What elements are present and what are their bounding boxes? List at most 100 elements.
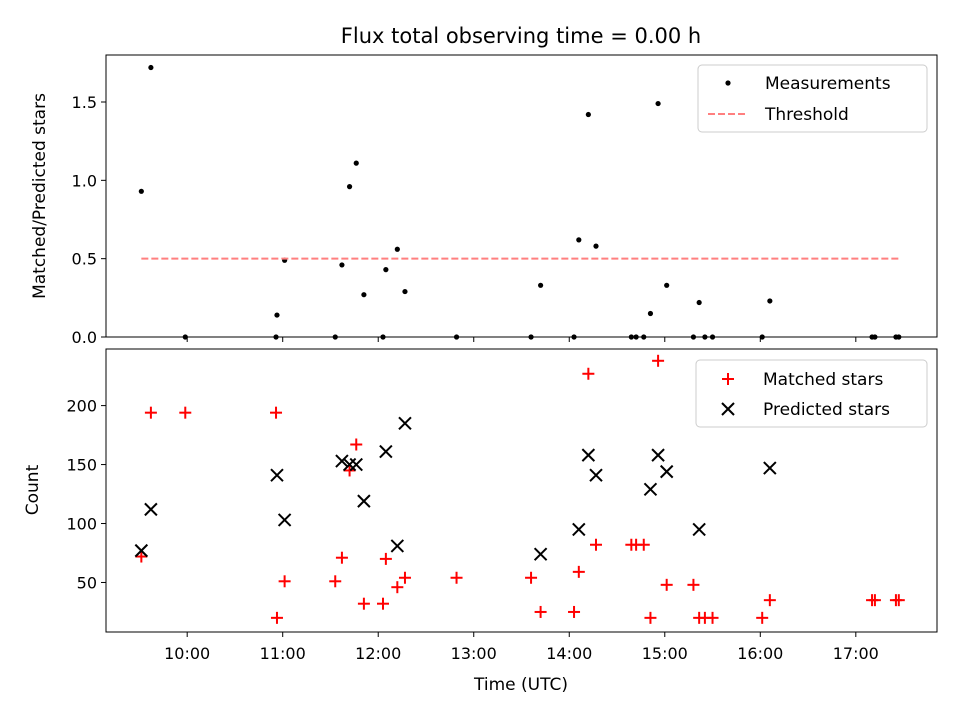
matched-stars-point <box>644 611 657 624</box>
x-axis-count: 10:00 11:00 12:00 13:00 14:00 15:00 16:00 17:00 <box>164 632 879 663</box>
y-axis-label-count: Count <box>23 464 43 515</box>
measurement-point <box>538 282 544 288</box>
predicted-stars-point <box>643 482 658 497</box>
matched-stars-point <box>868 594 881 607</box>
predicted-stars-point <box>270 468 284 482</box>
x-tick-label: 13:00 <box>451 644 497 663</box>
matched-stars-point <box>892 594 905 607</box>
measurement-point <box>353 160 359 166</box>
matched-stars-point <box>652 354 665 367</box>
y-tick-label: 0.0 <box>72 328 97 347</box>
matched-stars-point <box>357 597 370 610</box>
y-tick-label: 150 <box>66 456 97 475</box>
predicted-stars-point <box>335 454 349 468</box>
y-tick-label: 200 <box>66 397 97 416</box>
measurement-point <box>767 298 773 304</box>
matched-stars-point <box>270 611 283 624</box>
matched-stars-point <box>450 571 463 584</box>
matched-stars-point <box>756 611 769 624</box>
measurement-point <box>339 262 345 268</box>
predicted-stars-point <box>533 547 548 561</box>
x-tick-label: 15:00 <box>642 644 688 663</box>
legend-label-threshold: Threshold <box>764 105 849 125</box>
legend-label-matched: Matched stars <box>763 370 883 390</box>
y-tick-label: 1.5 <box>72 93 97 112</box>
matched-stars-point <box>582 367 595 380</box>
y-tick-label: 50 <box>77 573 97 592</box>
matched-stars-point <box>398 571 411 584</box>
predicted-stars-point <box>134 543 149 558</box>
legend-count: Matched stars Predicted stars <box>695 359 928 428</box>
legend-marker-measurements <box>725 80 731 86</box>
chart-title: Flux total observing time = 0.00 h <box>341 24 701 48</box>
matched-stars-point <box>534 605 547 618</box>
plot-frame-count <box>105 348 938 633</box>
predicted-stars-point <box>692 522 706 537</box>
matched-stars-point <box>660 578 673 591</box>
matched-stars-point <box>350 438 363 451</box>
y-axis-ratio: 0.0 0.5 1.0 1.5 <box>72 93 106 347</box>
measurement-point <box>274 312 280 318</box>
measurement-point <box>402 288 408 295</box>
plot-frame-ratio <box>105 54 938 338</box>
measurement-point <box>585 111 591 118</box>
x-axis-label-time: Time (UTC) <box>473 675 568 695</box>
measurement-point <box>576 237 582 243</box>
predicted-stars-point <box>398 416 412 430</box>
predicted-stars-point <box>581 448 596 462</box>
y-tick-label: 100 <box>66 515 97 534</box>
matched-stars-point <box>329 575 342 588</box>
matched-stars-point <box>135 550 148 563</box>
legend-ratio: Measurements Threshold <box>697 64 928 133</box>
predicted-stars-point <box>390 539 405 553</box>
measurement-point <box>647 310 654 317</box>
matched-stars-point <box>687 578 700 591</box>
legend-label-measurements: Measurements <box>765 74 891 94</box>
matched-stars-point <box>144 406 157 419</box>
panel-ratio: 0.0 0.5 1.0 1.5 Matched/Predicted stars Mea… <box>30 54 938 347</box>
predicted-stars-point <box>651 448 665 462</box>
series-ratio <box>138 64 902 340</box>
y-tick-label: 1.0 <box>72 171 97 190</box>
matched-stars-point <box>270 406 283 419</box>
x-tick-label: 16:00 <box>737 644 783 663</box>
matched-stars-point <box>335 551 348 564</box>
predicted-stars-point <box>144 502 158 517</box>
matched-stars-point <box>377 597 389 610</box>
matched-stars-point <box>525 571 538 584</box>
measurement-point <box>346 184 353 190</box>
predicted-stars-point <box>572 522 586 537</box>
x-tick-label: 17:00 <box>833 644 879 663</box>
measurement-point <box>361 292 367 298</box>
x-tick-label: 11:00 <box>260 644 306 663</box>
x-tick-label: 12:00 <box>355 644 401 663</box>
legend-marker-matched <box>722 373 734 385</box>
predicted-stars-point <box>589 468 603 482</box>
measurement-point <box>394 246 400 252</box>
measurement-point <box>664 282 670 288</box>
legend-marker-predicted <box>721 402 735 416</box>
measurement-point <box>383 267 389 273</box>
y-axis-label-ratio: Matched/Predicted stars <box>30 93 50 299</box>
matched-stars-point <box>379 552 392 565</box>
y-tick-label: 0.5 <box>72 250 97 269</box>
matched-stars-point <box>343 464 356 477</box>
measurement-point <box>655 100 661 107</box>
x-tick-label: 10:00 <box>164 644 210 663</box>
matched-stars-point <box>706 611 719 624</box>
legend-box-count <box>695 359 928 428</box>
measurement-point <box>593 243 599 249</box>
legend-box-ratio <box>697 64 928 133</box>
predicted-stars-point <box>349 457 363 472</box>
measurement-point <box>138 188 144 194</box>
measurement-point <box>148 64 154 71</box>
matched-stars-point <box>637 538 650 551</box>
matched-stars-point <box>278 575 291 588</box>
predicted-stars-point <box>379 444 393 459</box>
series-count <box>134 354 905 624</box>
x-tick-label: 14:00 <box>546 644 592 663</box>
matched-stars-point <box>590 538 603 551</box>
measurement-point <box>696 299 702 306</box>
predicted-stars-point <box>277 513 292 527</box>
